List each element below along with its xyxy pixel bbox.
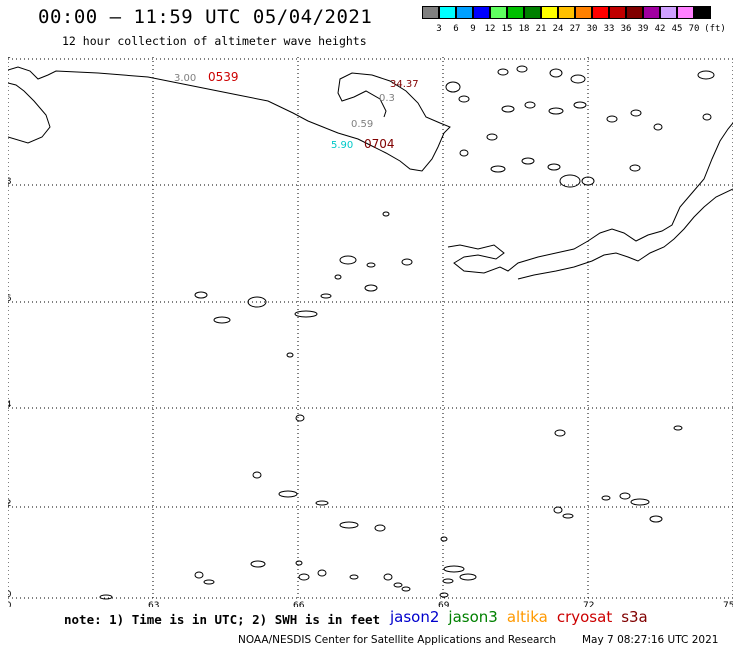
legend-swatch (439, 6, 456, 19)
legend-level-label: 3 (436, 24, 442, 34)
legend-level-label: 18 (518, 24, 530, 34)
altimeter-map: 70 68 66 64 62 6060 63 66 69 72 75 3.00 0539 34.37 0.… (8, 57, 733, 607)
legend-level-label: 39 (637, 24, 649, 34)
legend-swatch (456, 6, 473, 19)
satellite-name: s3a (621, 608, 648, 626)
latitude-label: 70 (8, 57, 12, 61)
longitude-label: 60 (8, 601, 12, 607)
legend-swatch (422, 6, 439, 19)
longitude-label: 66 (293, 601, 305, 607)
legend-swatch (626, 6, 643, 19)
wave-height-label: 34.37 (390, 79, 419, 90)
legend-swatch (609, 6, 626, 19)
legend-level-label: 6 (453, 24, 459, 34)
legend-level-label: 42 (654, 24, 666, 34)
altimeter-observations: 3.00 0539 34.37 0.3 0.59 5.90 0704 (174, 70, 419, 151)
legend-level-label: 70 (688, 24, 700, 34)
legend-swatch (490, 6, 507, 19)
satellite-name: altika (506, 608, 548, 626)
legend-swatch (473, 6, 490, 19)
wave-height-label: 5.90 (331, 140, 353, 151)
latitude-label: 62 (8, 499, 11, 509)
legend-swatch (643, 6, 660, 19)
axis-tick-labels: 70 68 66 64 62 6060 63 66 69 72 75 (8, 57, 733, 607)
legend-level-label: 27 (569, 24, 581, 34)
chart-title: 00:00 – 11:59 UTC 05/04/2021 (38, 6, 373, 28)
legend-swatch (558, 6, 575, 19)
legend-level-label: 45 (671, 24, 683, 34)
legend-swatch (507, 6, 524, 19)
legend-level-label: 21 (535, 24, 547, 34)
legend-swatch (541, 6, 558, 19)
longitude-label: 75 (723, 601, 733, 607)
latitude-label: 68 (8, 177, 12, 187)
legend-level-label: 30 (586, 24, 598, 34)
latitude-label: 66 (8, 294, 12, 304)
legend-level-label: 15 (501, 24, 513, 34)
wave-height-label: 0.59 (351, 119, 373, 130)
legend-level-label: 9 (470, 24, 476, 34)
coastline (8, 66, 733, 280)
satellite-name: cryosat (556, 608, 613, 626)
legend-swatch (694, 6, 711, 19)
satellite-name: jason3 (448, 608, 498, 626)
chart-subtitle: 12 hour collection of altimeter wave hei… (62, 34, 367, 48)
wave-height-label: 0539 (208, 70, 239, 84)
legend-level-label: 24 (552, 24, 564, 34)
legend-swatch (660, 6, 677, 19)
legend-swatch (677, 6, 694, 19)
legend-level-label: 33 (603, 24, 615, 34)
longitude-label: 72 (583, 601, 594, 607)
satellite-name: jason2 (390, 608, 440, 626)
legend-swatch (575, 6, 592, 19)
wave-height-label: 0704 (364, 137, 395, 151)
footnote: note: 1) Time is in UTC; 2) SWH is in fe… (64, 612, 381, 627)
lat-lon-grid (8, 57, 733, 599)
latitude-label: 60 (8, 590, 12, 600)
legend-unit: (ft) (704, 24, 726, 34)
islands (99, 65, 715, 600)
satellite-legend: jason2 jason3 altika cryosat s3a (390, 608, 657, 626)
legend-swatch (524, 6, 541, 19)
credit-line: NOAA/NESDIS Center for Satellite Applica… (238, 634, 556, 646)
longitude-label: 69 (438, 601, 450, 607)
wave-height-label: 0.3 (379, 93, 395, 104)
legend-level-label: 12 (484, 24, 496, 34)
generated-timestamp: May 7 08:27:16 UTC 2021 (582, 634, 719, 646)
legend-swatch (592, 6, 609, 19)
wave-height-label: 3.00 (174, 73, 196, 84)
map-background (8, 57, 733, 607)
longitude-label: 63 (148, 601, 159, 607)
latitude-label: 64 (8, 400, 12, 410)
legend-level-label: 36 (620, 24, 632, 34)
